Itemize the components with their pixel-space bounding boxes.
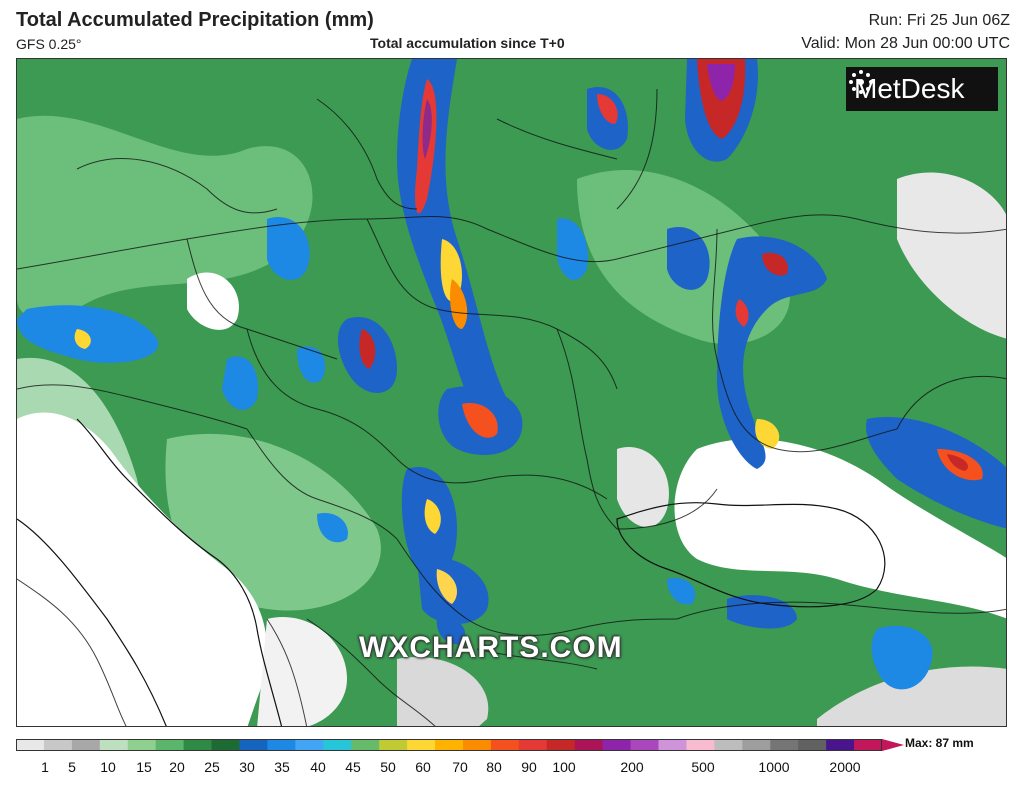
colorbar-tick-label: 40 [310,759,326,775]
colorbar-swatches [16,739,904,751]
colorbar-tick-label: 90 [521,759,537,775]
valid-time: Valid: Mon 28 Jun 00:00 UTC [801,35,1010,52]
colorbar-frame [16,739,882,751]
colorbar-tick-label: 15 [136,759,152,775]
colorbar-tick-label: 10 [100,759,116,775]
chart-title: Total Accumulated Precipitation (mm) [16,9,374,31]
colorbar-tick-label: 45 [345,759,361,775]
colorbar-swatch [826,739,855,751]
colorbar-swatch [490,739,520,751]
colorbar-swatch [351,739,380,751]
run-time: Run: Fri 25 Jun 06Z [868,12,1010,29]
colorbar-swatch [127,739,157,751]
colorbar-swatch [16,739,45,751]
colorbar-swatch [435,739,464,751]
colorbar-swatch [183,739,213,751]
colorbar-tick-label: 70 [452,759,468,775]
colorbar-swatch [211,739,240,751]
colorbar-tick-label: 25 [204,759,220,775]
colorbar-swatch [742,739,771,751]
colorbar-tick-label: 60 [415,759,431,775]
colorbar-tick-label: 1 [41,759,49,775]
colorbar-swatch [43,739,73,751]
colorbar-tick-label: 20 [169,759,185,775]
colorbar-swatch [770,739,799,751]
colorbar-swatch [267,739,296,751]
precipitation-map: MetDesk WXCHARTS.COM [16,58,1007,727]
colorbar-tick-label: 30 [239,759,255,775]
colorbar-swatch [239,739,268,751]
colorbar-swatch [99,739,129,751]
colorbar-tick-label: 500 [691,759,715,775]
watermark: WXCHARTS.COM [359,631,623,664]
colorbar [16,738,904,751]
colorbar-swatch [798,739,827,751]
colorbar-tick-label: 2000 [829,759,861,775]
model-label: GFS 0.25° [16,36,82,52]
max-label: Max: 87 mm [905,736,974,750]
metdesk-logo: MetDesk [846,67,998,111]
colorbar-tick-label: 1000 [758,759,790,775]
colorbar-tick-label: 5 [68,759,76,775]
colorbar-swatch [379,739,408,751]
colorbar-swatch [714,739,743,751]
colorbar-swatch [155,739,185,751]
colorbar-swatch [574,739,604,751]
burst-icon [849,70,873,94]
colorbar-swatch [630,739,660,751]
logo-text: MetDesk [854,73,965,104]
colorbar-tick-label: 80 [486,759,502,775]
colorbar-swatch [854,739,883,751]
chart-subtitle: Total accumulation since T+0 [370,35,565,51]
colorbar-tick-label: 35 [274,759,290,775]
colorbar-tick-label: 200 [620,759,644,775]
colorbar-swatch [686,739,715,751]
colorbar-swatch [407,739,436,751]
colorbar-arrow [882,739,904,751]
colorbar-swatch [546,739,576,751]
colorbar-tick-label: 50 [380,759,396,775]
colorbar-swatch [518,739,548,751]
colorbar-swatch [462,739,492,751]
colorbar-swatch [323,739,352,751]
colorbar-swatch [295,739,324,751]
colorbar-swatch [71,739,101,751]
colorbar-tick-label: 100 [552,759,576,775]
precipitation-field [17,59,1006,726]
colorbar-swatch [602,739,632,751]
colorbar-swatch [658,739,687,751]
